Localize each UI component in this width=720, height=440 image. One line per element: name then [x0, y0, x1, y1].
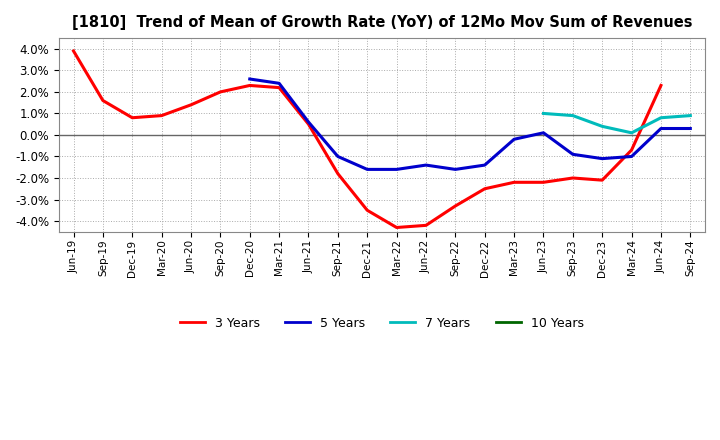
Legend: 3 Years, 5 Years, 7 Years, 10 Years: 3 Years, 5 Years, 7 Years, 10 Years	[175, 312, 588, 335]
Title: [1810]  Trend of Mean of Growth Rate (YoY) of 12Mo Mov Sum of Revenues: [1810] Trend of Mean of Growth Rate (YoY…	[72, 15, 692, 30]
